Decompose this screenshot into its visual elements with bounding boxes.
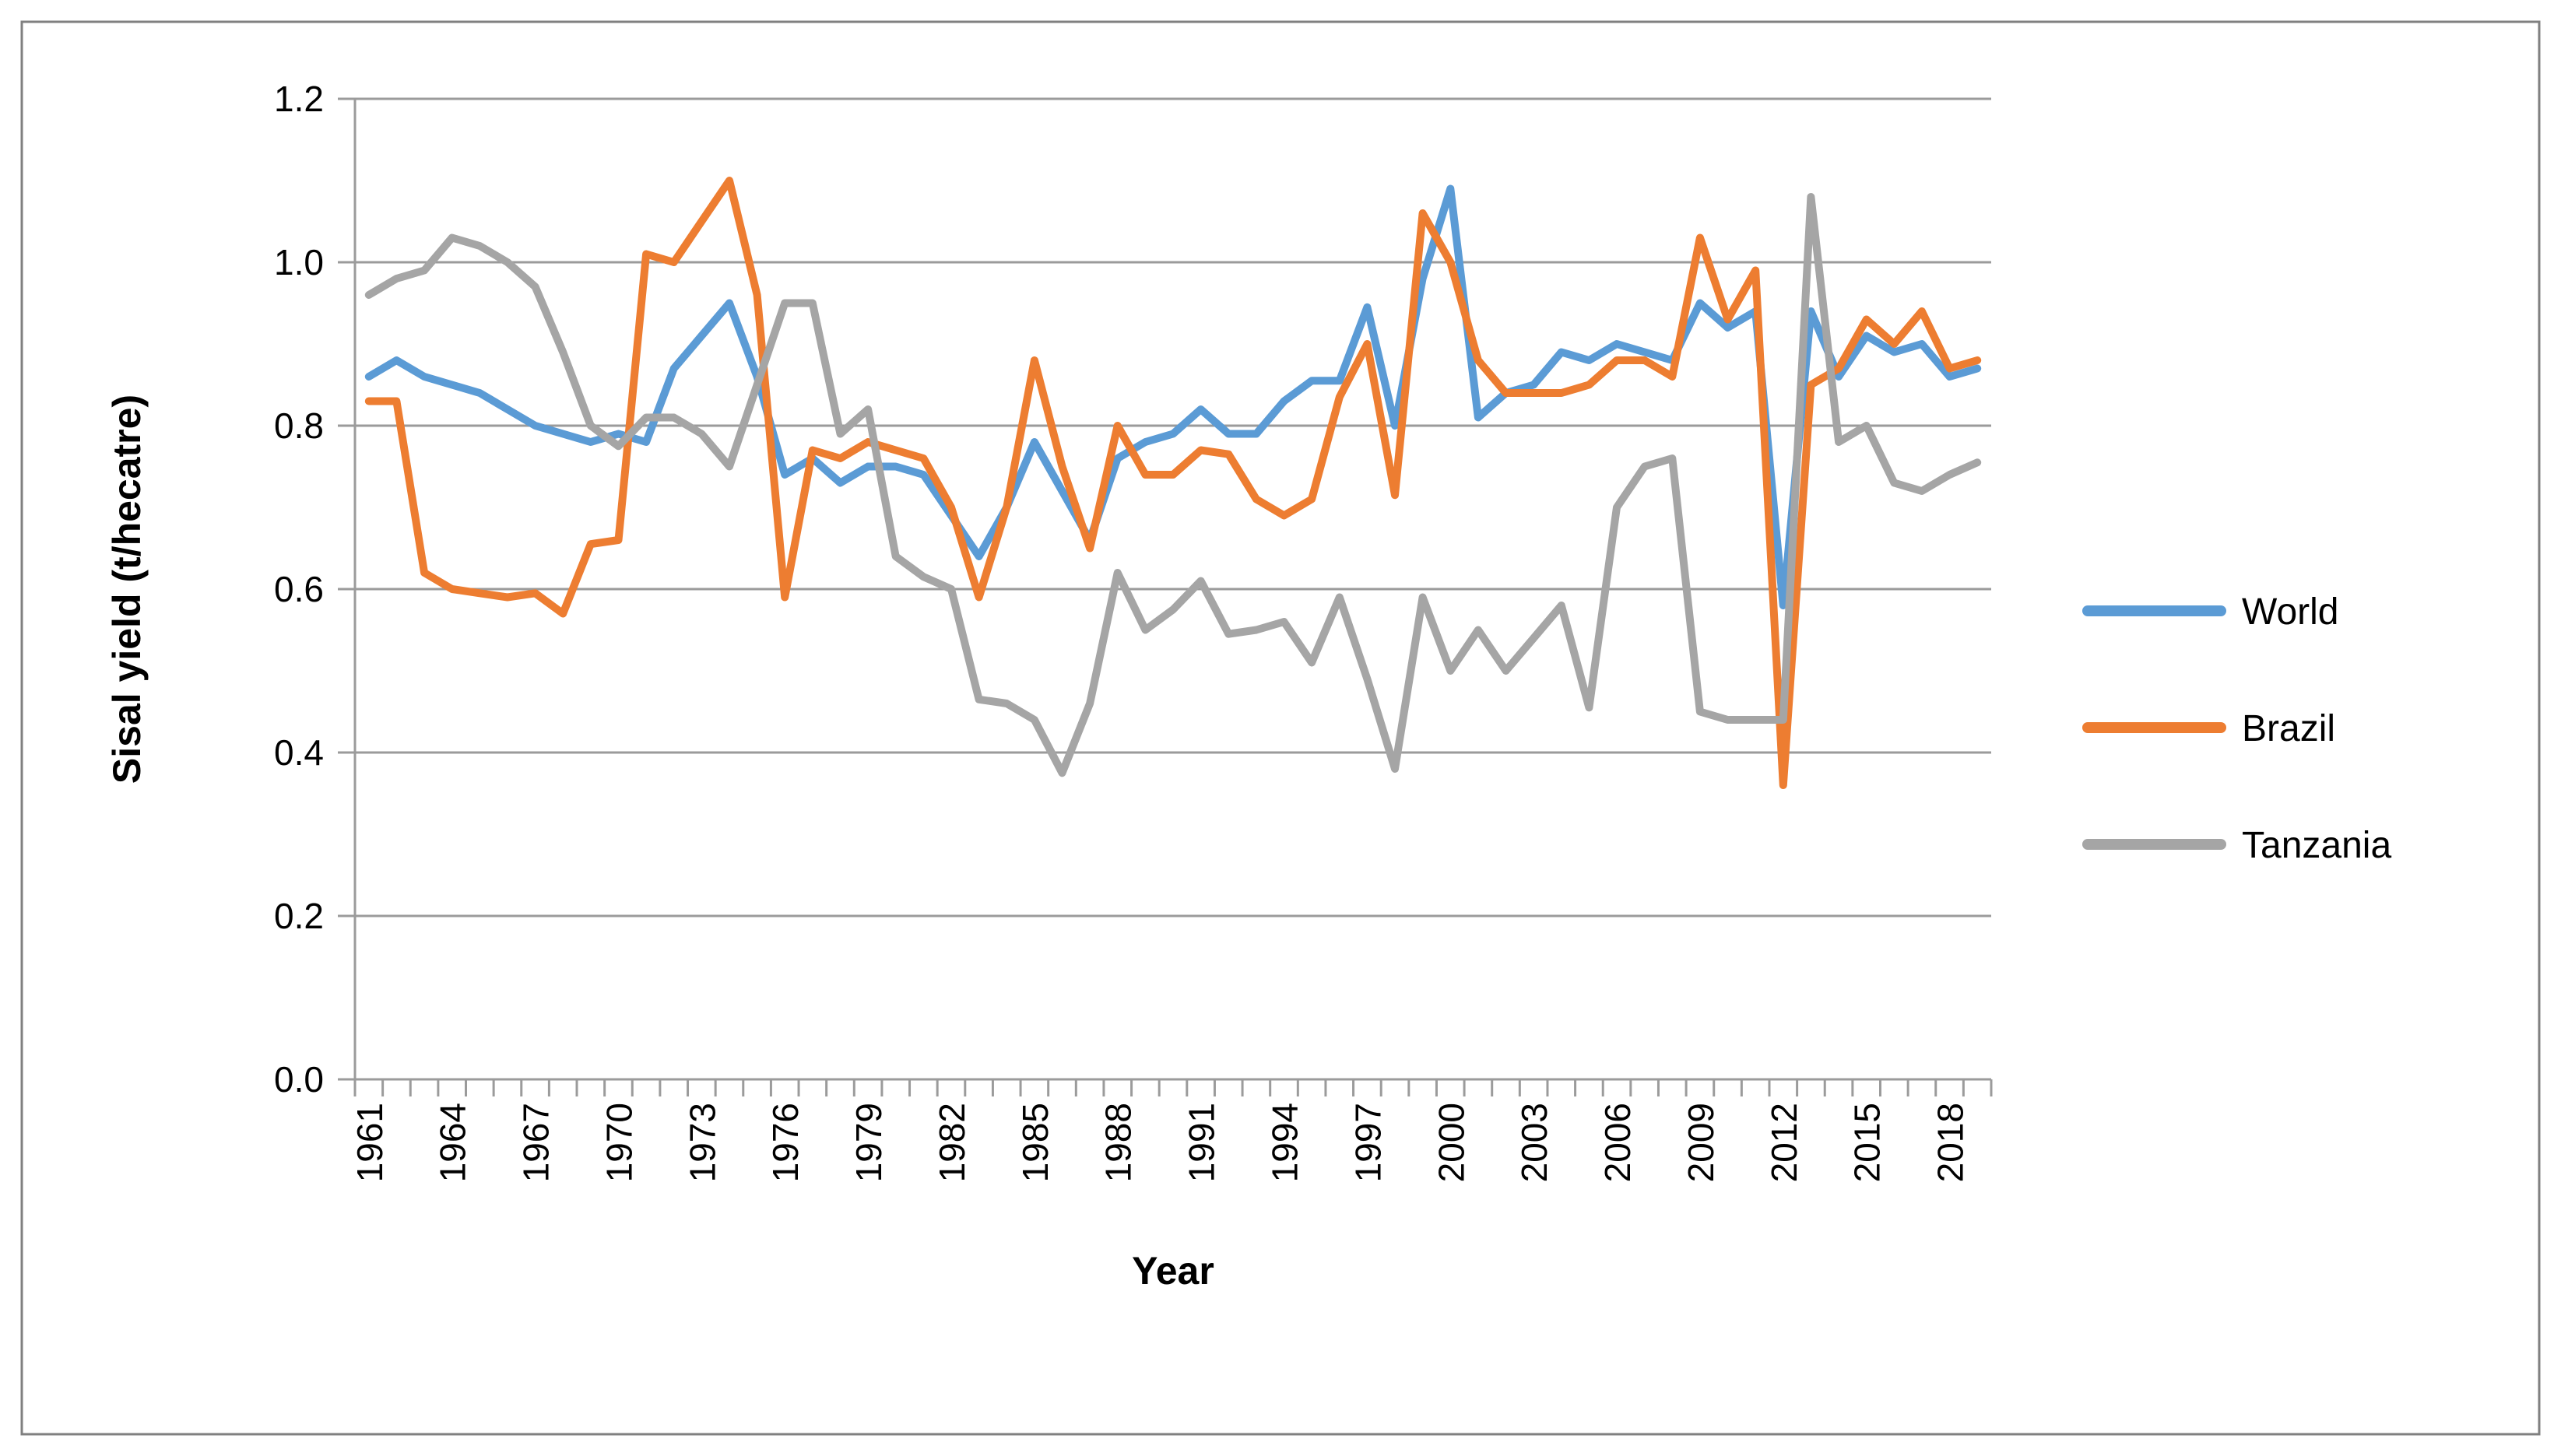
series-line-tanzania — [364, 193, 1982, 777]
legend-item-tanzania: Tanzania — [2082, 825, 2391, 866]
y-tick-label-0.6: 0.6 — [274, 569, 324, 609]
y-tick-label-0.0: 0.0 — [274, 1059, 324, 1100]
x-tick-label-1997: 1997 — [1347, 1103, 1388, 1182]
y-tick-label-1.2: 1.2 — [274, 79, 324, 119]
y-tick-label-0.8: 0.8 — [274, 405, 324, 446]
series-lines — [364, 177, 1982, 789]
y-tick-label-1.0: 1.0 — [274, 242, 324, 282]
x-tick-label-1976: 1976 — [765, 1103, 806, 1182]
x-tick-label-1961: 1961 — [350, 1103, 390, 1182]
x-tick-label-1991: 1991 — [1182, 1103, 1222, 1182]
x-tick-label-2012: 2012 — [1764, 1103, 1804, 1182]
x-axis — [353, 1079, 1993, 1096]
legend: World Brazil Tanzania — [2082, 591, 2391, 866]
x-tick-label-2015: 2015 — [1847, 1103, 1888, 1182]
x-tick-label-1964: 1964 — [433, 1103, 473, 1182]
x-tick-label-1973: 1973 — [682, 1103, 722, 1182]
x-tick-label-1982: 1982 — [932, 1103, 972, 1182]
series-line-world — [364, 184, 1982, 609]
x-tick-label-2003: 2003 — [1514, 1103, 1555, 1182]
x-tick-labels: 1961 1964 1967 1970 1973 1976 1979 1982 1985 1988… — [350, 1103, 1971, 1182]
legend-item-world: World — [2082, 591, 2338, 633]
y-axis-title: Sisal yield (t/hecatre) — [105, 395, 149, 784]
legend-label-tanzania: Tanzania — [2242, 825, 2391, 866]
x-tick-label-2006: 2006 — [1597, 1103, 1638, 1182]
legend-label-world: World — [2242, 591, 2338, 633]
legend-label-brazil: Brazil — [2242, 708, 2335, 749]
x-tick-label-2000: 2000 — [1431, 1103, 1471, 1182]
x-tick-label-2018: 2018 — [1930, 1103, 1971, 1182]
x-tick-label-1988: 1988 — [1098, 1103, 1139, 1182]
x-tick-label-1970: 1970 — [599, 1103, 639, 1182]
series-line-brazil — [364, 177, 1982, 789]
y-tick-labels: 0.0 0.2 0.4 0.6 0.8 1.0 1.2 — [274, 79, 324, 1100]
legend-item-brazil: Brazil — [2082, 708, 2335, 749]
y-axis — [338, 97, 357, 1096]
x-tick-label-1979: 1979 — [848, 1103, 889, 1182]
x-tick-label-2009: 2009 — [1681, 1103, 1721, 1182]
x-tick-label-1967: 1967 — [516, 1103, 557, 1182]
chart-border — [20, 20, 2541, 1436]
y-tick-label-0.4: 0.4 — [274, 732, 324, 773]
x-tick-label-1994: 1994 — [1265, 1103, 1305, 1182]
y-tick-label-0.2: 0.2 — [274, 896, 324, 936]
x-axis-title: Year — [1132, 1249, 1214, 1293]
x-tick-label-1985: 1985 — [1015, 1103, 1056, 1182]
